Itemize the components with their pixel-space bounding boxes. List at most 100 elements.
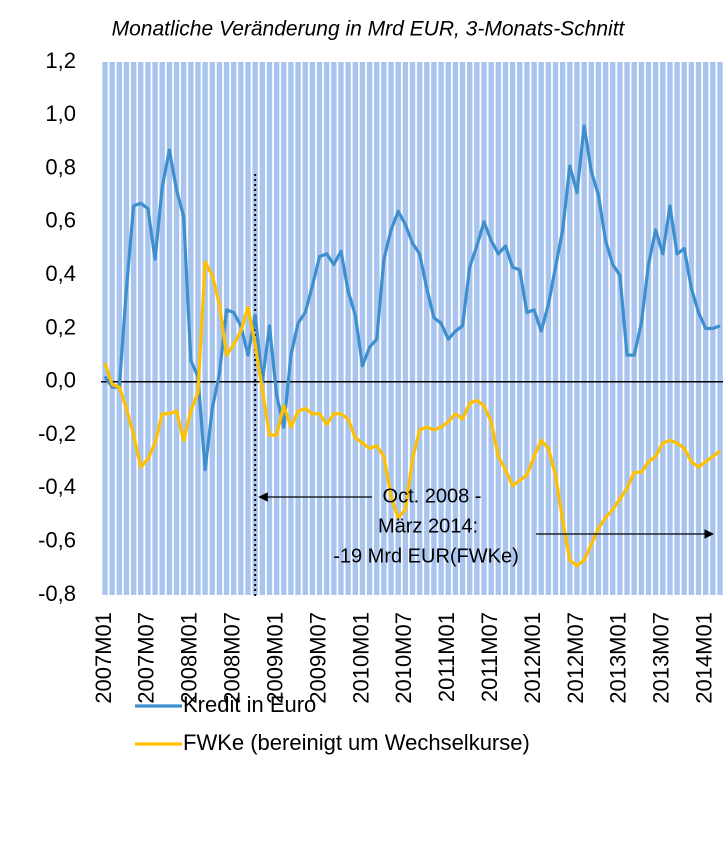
- bg-stripe: [695, 62, 702, 595]
- annotation-text: -19 Mrd EUR(FWKe): [333, 545, 519, 567]
- bg-stripe: [595, 62, 602, 595]
- series-line: [103, 260, 721, 568]
- y-tick-label: 0,8: [45, 154, 76, 179]
- bg-stripe: [366, 62, 373, 595]
- bg-stripe: [581, 62, 587, 595]
- series-line: [103, 124, 721, 472]
- bg-stripe: [402, 62, 409, 595]
- y-tick-label: 0,4: [45, 261, 76, 286]
- y-tick-label: 1,0: [45, 101, 76, 126]
- bg-stripe: [602, 62, 609, 595]
- bg-stripe: [259, 62, 266, 595]
- bg-stripe: [281, 62, 287, 595]
- bg-stripe: [567, 62, 573, 595]
- legend-label: Kredit in Euro: [183, 692, 316, 717]
- y-tick-label: 0,6: [45, 208, 76, 233]
- bg-stripe: [223, 62, 230, 595]
- bg-stripe: [302, 62, 308, 595]
- x-tick-label: 2010M07: [391, 612, 416, 704]
- x-tick-label: 2010M01: [348, 612, 373, 704]
- bg-stripe: [488, 62, 494, 595]
- bg-stripe: [152, 62, 158, 595]
- bg-stripe: [245, 62, 251, 595]
- x-tick-label: 2008M07: [220, 612, 245, 704]
- bg-stripe: [273, 62, 280, 595]
- bg-stripe: [195, 62, 201, 595]
- bg-stripe: [173, 62, 180, 595]
- bg-stripe: [231, 62, 237, 595]
- y-tick-label: -0,8: [38, 581, 76, 606]
- y-tick-label: -0,2: [38, 421, 76, 446]
- bg-stripe: [388, 62, 394, 595]
- bg-stripe: [717, 62, 723, 595]
- bg-stripe: [667, 62, 673, 595]
- bg-stripe: [409, 62, 416, 595]
- x-tick-label: 2007M07: [134, 612, 159, 704]
- bg-stripe: [159, 62, 165, 595]
- bg-stripe: [610, 62, 616, 595]
- annotation-text: März 2014:: [378, 515, 478, 537]
- bg-stripe: [588, 62, 594, 595]
- x-tick-label: 2009M01: [262, 612, 287, 704]
- y-tick-label: -0,6: [38, 528, 76, 553]
- x-tick-label: 2011M07: [477, 612, 502, 702]
- bg-stripe: [202, 62, 208, 595]
- bg-stripe: [674, 62, 680, 595]
- bg-stripe: [631, 62, 637, 595]
- legend-label: FWKe (bereinigt um Wechselkurse): [183, 730, 530, 755]
- bg-stripe: [617, 62, 623, 595]
- bg-stripe: [424, 62, 430, 595]
- y-tick-label: 1,2: [45, 48, 76, 73]
- bg-stripe: [130, 62, 137, 595]
- bg-stripe: [345, 62, 351, 595]
- bg-stripe: [102, 62, 108, 595]
- bg-stripe: [338, 62, 344, 595]
- bg-stripe: [652, 62, 659, 595]
- bg-stripe: [209, 62, 215, 595]
- x-tick-label: 2012M01: [520, 612, 545, 704]
- plot-background: [102, 62, 723, 595]
- y-tick-label: -0,4: [38, 474, 76, 499]
- bg-stripe: [509, 62, 516, 595]
- bg-stripe: [438, 62, 444, 595]
- bg-stripe: [660, 62, 666, 595]
- bg-stripe: [395, 62, 401, 595]
- y-tick-label: 0,2: [45, 314, 76, 339]
- bg-stripe: [502, 62, 509, 595]
- bg-stripe: [531, 62, 537, 595]
- bg-stripe: [123, 62, 130, 595]
- bg-stripe: [545, 62, 552, 595]
- bg-stripe: [352, 62, 358, 595]
- bg-stripe: [359, 62, 366, 595]
- annotation-text: Oct. 2008 -: [383, 485, 482, 507]
- bg-stripe: [474, 62, 480, 595]
- bg-stripe: [138, 62, 144, 595]
- bg-stripe: [116, 62, 123, 595]
- x-tick-label: 2007M01: [91, 612, 116, 704]
- bg-stripe: [416, 62, 423, 595]
- bg-stripe: [431, 62, 437, 595]
- x-tick-label: 2013M01: [606, 612, 631, 704]
- chart-title: Monatliche Veränderung in Mrd EUR, 3-Mon…: [112, 18, 626, 41]
- bg-stripe: [145, 62, 151, 595]
- bg-stripe: [445, 62, 451, 595]
- bg-stripe: [559, 62, 566, 595]
- bg-stripe: [688, 62, 695, 595]
- bg-stripe: [645, 62, 652, 595]
- bg-stripe: [574, 62, 580, 595]
- bg-stripe: [288, 62, 294, 595]
- x-tick-label: 2012M07: [563, 612, 588, 704]
- bg-stripe: [323, 62, 330, 595]
- bg-stripe: [309, 62, 316, 595]
- bg-stripe: [467, 62, 473, 595]
- bg-stripe: [624, 62, 630, 595]
- bg-stripe: [517, 62, 523, 595]
- bg-stripe: [216, 62, 223, 595]
- bg-stripe: [331, 62, 337, 595]
- bg-stripe: [316, 62, 323, 595]
- x-tick-label: 2009M07: [305, 612, 330, 704]
- bg-stripe: [681, 62, 687, 595]
- x-tick-label: 2014M01: [692, 612, 717, 704]
- y-tick-label: 0,0: [45, 368, 76, 393]
